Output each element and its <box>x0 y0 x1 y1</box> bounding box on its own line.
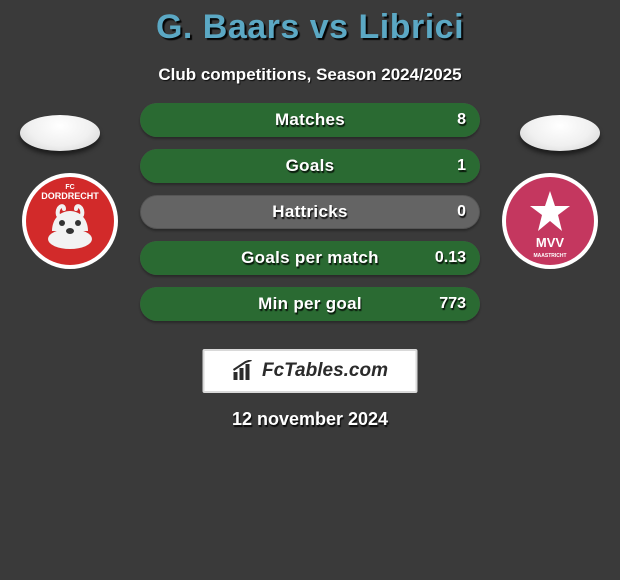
stat-row: Min per goal773 <box>140 287 480 321</box>
stat-row-label: Matches <box>140 103 480 137</box>
stat-row-right-value: 0 <box>457 195 466 229</box>
stat-bars: Matches8Goals1Hattricks0Goals per match0… <box>140 103 480 333</box>
club-badge-right: MVV MAASTRICHT <box>500 171 600 271</box>
stat-row: Hattricks0 <box>140 195 480 229</box>
stat-row: Goals per match0.13 <box>140 241 480 275</box>
brand-box[interactable]: FcTables.com <box>203 349 418 393</box>
brand-text: FcTables.com <box>262 360 388 382</box>
club-badge-left-text: DORDRECHT <box>41 191 99 201</box>
stat-row: Goals1 <box>140 149 480 183</box>
stat-row-right-value: 1 <box>457 149 466 183</box>
stat-row-label: Goals <box>140 149 480 183</box>
stat-row-right-value: 8 <box>457 103 466 137</box>
snapshot-date: 12 november 2024 <box>0 409 620 430</box>
bar-chart-icon <box>232 360 258 382</box>
club-badge-right-sub: MAASTRICHT <box>533 253 566 259</box>
club-badge-left-fc: FC <box>65 184 74 191</box>
page-title: G. Baars vs Librici <box>0 0 620 47</box>
shield-icon: MVV MAASTRICHT <box>500 171 600 271</box>
player-right-avatar <box>520 115 600 151</box>
stat-row-label: Min per goal <box>140 287 480 321</box>
stat-row-label: Hattricks <box>140 195 480 229</box>
club-badge-right-text: MVV <box>536 235 565 250</box>
comparison-stage: DORDRECHT FC MVV MAASTRICHT Matches8 Goal… <box>0 103 620 443</box>
player-left-avatar <box>20 115 100 151</box>
stat-row-right-value: 773 <box>439 287 466 321</box>
club-badge-left: DORDRECHT FC <box>20 171 120 271</box>
page-subtitle: Club competitions, Season 2024/2025 <box>0 65 620 85</box>
stat-row-label: Goals per match <box>140 241 480 275</box>
shield-icon: DORDRECHT FC <box>20 171 120 271</box>
stat-row: Matches8 <box>140 103 480 137</box>
stat-row-right-value: 0.13 <box>435 241 466 275</box>
